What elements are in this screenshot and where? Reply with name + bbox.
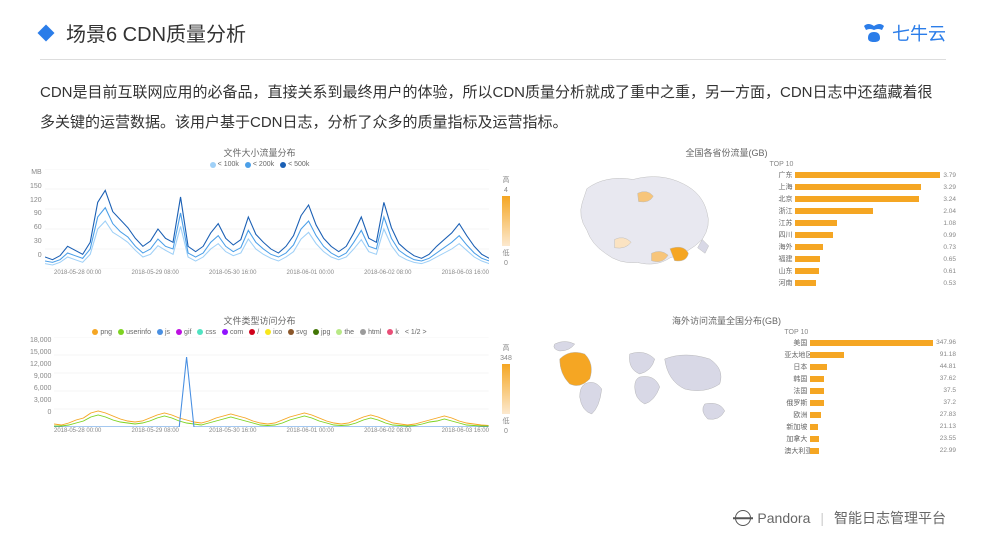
legend-item: svg	[288, 329, 307, 336]
legend-item: js	[157, 329, 170, 336]
legend-item: ico	[265, 329, 282, 336]
bar-row: 欧洲 27.83	[784, 410, 956, 420]
bar-row: 广东 3.79	[769, 170, 956, 180]
bar-row: 浙江 2.04	[769, 206, 956, 216]
bar-row: 山东 0.61	[769, 266, 956, 276]
y-axis: 18,00015,00012,0009,0006,0003,0000	[30, 337, 54, 427]
top10-bars: TOP 10 广东 3.79 上海 3.29 北京 3.24 浙江 2.04 江…	[769, 161, 956, 281]
chart-title: 文件大小流量分布	[30, 146, 489, 159]
bar-row: 福建 0.65	[769, 254, 956, 264]
panel-province-traffic: 全国各省份流量(GB) 高 4 低 0 TOP 10	[497, 146, 956, 306]
pandora-icon	[735, 510, 751, 526]
chart-title: 海外访问流量全国分布(GB)	[497, 314, 956, 327]
line-chart	[45, 169, 489, 269]
scale-low: 低	[503, 248, 510, 258]
legend-item: gif	[176, 329, 191, 336]
x-axis: 2018-05-28 00:002018-05-29 08:002018-05-…	[30, 427, 489, 434]
legend-item: png	[92, 329, 112, 336]
title-bullet	[38, 24, 55, 41]
china-map	[521, 161, 763, 281]
panel-filetype-visits: 文件类型访问分布 png userinfo jsgifcsscom / icosvgjp…	[30, 314, 489, 474]
chart-legend: png userinfo jsgifcsscom / icosvgjpgthehtmlk…	[30, 329, 489, 336]
scale-high: 高	[503, 343, 510, 353]
brand-logo: 七牛云	[860, 20, 946, 46]
scale-low: 低	[503, 416, 510, 426]
dashboard-grid: 文件大小流量分布 < 100k < 200k < 500k MB1501209060…	[0, 138, 986, 473]
scale-gradient	[502, 196, 510, 246]
y-axis: MB1501209060300	[30, 169, 45, 269]
legend-item: the	[336, 329, 354, 336]
bar-row: 俄罗斯 37.2	[784, 398, 956, 408]
legend-item: userinfo	[118, 329, 151, 336]
bull-icon	[860, 22, 888, 44]
top10-bars: TOP 10 美国 347.96 亚太地区 91.18 日本 44.81 韩国 …	[784, 329, 956, 449]
product-name: Pandora	[757, 510, 810, 526]
x-axis: 2018-05-28 00:002018-05-29 08:002018-05-…	[30, 269, 489, 276]
legend-item: com	[222, 329, 243, 336]
legend-item: jpg	[313, 329, 330, 336]
bar-row: 江苏 1.08	[769, 218, 956, 228]
color-scale: 高 4 低 0	[497, 161, 515, 281]
tagline: 智能日志管理平台	[834, 508, 946, 528]
world-map	[521, 329, 778, 449]
description-text: CDN是目前互联网应用的必备品，直接关系到最终用户的体验，所以CDN质量分析就成…	[0, 60, 986, 138]
bar-row: 加拿大 23.55	[784, 434, 956, 444]
bar-row: 韩国 37.62	[784, 374, 956, 384]
panel-filesize-traffic: 文件大小流量分布 < 100k < 200k < 500k MB1501209060…	[30, 146, 489, 306]
scale-max: 4	[504, 187, 508, 194]
bar-row: 河南 0.53	[769, 278, 956, 288]
bar-row: 亚太地区 91.18	[784, 350, 956, 360]
legend-item: < 200k	[245, 161, 274, 168]
chart-title: 文件类型访问分布	[30, 314, 489, 327]
bars-title: TOP 10	[784, 329, 956, 336]
scale-high: 高	[503, 175, 510, 185]
legend-item: /	[249, 329, 259, 336]
panel-overseas-traffic: 海外访问流量全国分布(GB) 高 348 低 0	[497, 314, 956, 474]
scale-max: 348	[500, 355, 512, 362]
color-scale: 高 348 低 0	[497, 329, 515, 449]
line-chart	[54, 337, 489, 427]
chart-legend: < 100k < 200k < 500k	[30, 161, 489, 168]
bar-row: 澳大利亚 22.99	[784, 446, 956, 456]
slide-header: 场景6 CDN质量分析 七牛云	[0, 0, 986, 47]
bar-row: 海外 0.73	[769, 242, 956, 252]
legend-item: html	[360, 329, 381, 336]
legend-item: css	[197, 329, 216, 336]
legend-item: k	[387, 329, 399, 336]
legend-item: < 500k	[280, 161, 309, 168]
brand-text: 七牛云	[892, 20, 946, 46]
scale-gradient	[502, 364, 510, 414]
legend-pager[interactable]: < 1/2 >	[405, 329, 427, 336]
bar-row: 法国 37.5	[784, 386, 956, 396]
scale-min: 0	[504, 428, 508, 435]
bar-row: 日本 44.81	[784, 362, 956, 372]
bar-row: 上海 3.29	[769, 182, 956, 192]
chart-title: 全国各省份流量(GB)	[497, 146, 956, 159]
legend-item: < 100k	[210, 161, 239, 168]
footer-separator: |	[820, 510, 824, 526]
bar-row: 美国 347.96	[784, 338, 956, 348]
page-title: 场景6 CDN质量分析	[66, 18, 246, 47]
bar-row: 新加坡 21.13	[784, 422, 956, 432]
bar-row: 北京 3.24	[769, 194, 956, 204]
scale-min: 0	[504, 260, 508, 267]
slide-footer: Pandora | 智能日志管理平台	[735, 508, 946, 528]
bars-title: TOP 10	[769, 161, 956, 168]
bar-row: 四川 0.99	[769, 230, 956, 240]
